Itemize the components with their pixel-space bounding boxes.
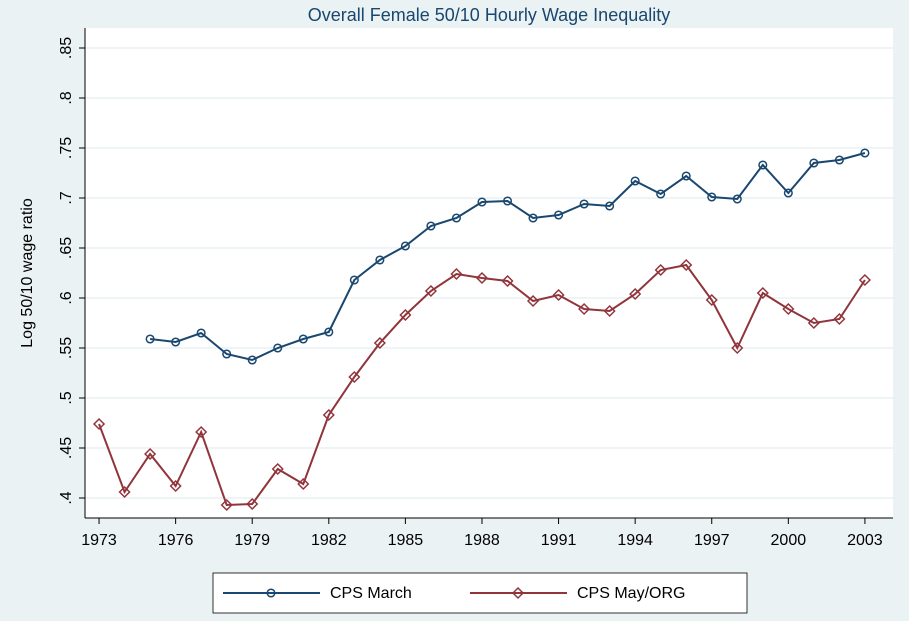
y-tick-label: .7 [58, 191, 75, 204]
plot-area [85, 28, 893, 518]
point [731, 341, 744, 355]
point [605, 201, 615, 211]
x-tick-label: 2003 [847, 532, 883, 549]
x-tick-label: 2000 [771, 532, 807, 549]
point [247, 355, 257, 365]
x-tick-label: 1976 [158, 532, 194, 549]
point [297, 477, 310, 491]
point [92, 417, 106, 431]
point [246, 497, 259, 511]
x-tick-label: 1991 [541, 532, 577, 549]
point [579, 199, 589, 209]
y-tick-label: .55 [58, 337, 75, 359]
point [399, 308, 412, 322]
point [271, 462, 284, 476]
point [324, 327, 334, 337]
point [349, 275, 359, 285]
point [144, 447, 157, 461]
point [424, 284, 437, 298]
point [145, 334, 155, 344]
point [222, 349, 232, 359]
x-tick-label: 1985 [388, 532, 424, 549]
y-tick-label: .65 [58, 237, 75, 259]
point [783, 188, 793, 198]
point [502, 196, 513, 206]
point [629, 287, 642, 301]
point [807, 316, 820, 330]
point [554, 210, 564, 220]
point [858, 273, 871, 287]
series-line [149, 152, 866, 362]
x-tick-label: 1973 [81, 532, 117, 549]
point [220, 498, 233, 512]
point [426, 221, 436, 231]
point [705, 293, 718, 307]
point [273, 343, 283, 353]
point [450, 267, 463, 281]
series-line [98, 263, 866, 507]
legend-label: CPS May/ORG [577, 585, 685, 602]
point [552, 288, 565, 302]
point [756, 286, 769, 300]
point [298, 334, 308, 344]
point [707, 192, 717, 202]
point [195, 425, 208, 439]
point [375, 255, 385, 265]
y-tick-label: .5 [58, 391, 75, 404]
point [322, 408, 335, 422]
point [656, 189, 666, 199]
point [681, 171, 691, 181]
legend-label: CPS March [330, 585, 412, 602]
point [475, 271, 489, 285]
point [578, 302, 591, 316]
point [400, 241, 410, 251]
point [348, 370, 361, 384]
x-tick-label: 1994 [617, 532, 653, 549]
y-tick-label: .4 [58, 491, 75, 504]
x-tick-label: 1979 [234, 532, 270, 549]
point [833, 312, 846, 326]
legend-marker [266, 588, 276, 598]
point [809, 158, 819, 168]
point [680, 258, 693, 272]
y-axis-label: Log 50/10 wage ratio [19, 198, 36, 348]
point [196, 328, 206, 338]
point [782, 302, 795, 316]
y-tick-label: .85 [58, 37, 75, 59]
x-tick-label: 1988 [464, 532, 500, 549]
y-tick-label: .8 [58, 91, 75, 104]
x-tick-label: 1982 [311, 532, 347, 549]
point [526, 294, 540, 308]
point [169, 479, 182, 493]
point [834, 155, 844, 165]
y-tick-label: .45 [58, 437, 75, 459]
point [758, 160, 768, 170]
point [528, 213, 538, 223]
point [477, 197, 487, 207]
x-tick-label: 1997 [694, 532, 730, 549]
legend-marker [511, 586, 525, 600]
point [654, 263, 667, 277]
y-tick-label: .75 [58, 137, 75, 159]
y-tick-label: .6 [58, 291, 75, 304]
point [630, 176, 640, 186]
point [373, 336, 386, 350]
point [171, 337, 181, 347]
chart-title: Overall Female 50/10 Hourly Wage Inequal… [308, 5, 671, 25]
point [860, 148, 870, 158]
point [118, 485, 131, 499]
point [451, 213, 462, 223]
point [732, 194, 742, 204]
point [603, 304, 616, 318]
point [501, 274, 514, 288]
